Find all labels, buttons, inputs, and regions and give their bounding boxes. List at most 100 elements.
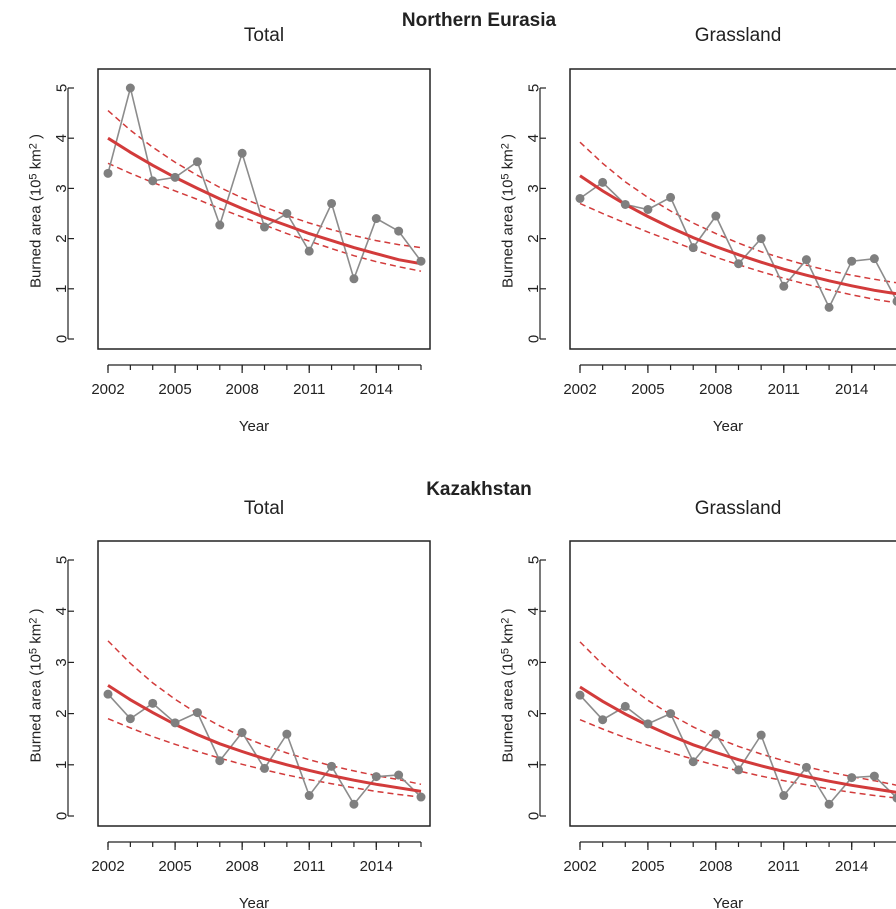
y-axis-label-part: ) bbox=[27, 609, 44, 618]
y-tick-label: 3 bbox=[53, 184, 70, 192]
observed-point bbox=[125, 83, 135, 93]
observed-point bbox=[192, 708, 202, 718]
observed-point bbox=[215, 220, 225, 230]
panel-title: Total bbox=[244, 25, 284, 46]
observed-point bbox=[170, 172, 180, 182]
observed-point bbox=[349, 274, 359, 284]
y-tick-label: 5 bbox=[525, 556, 542, 564]
fit-line bbox=[107, 136, 422, 266]
x-tick-label: 2005 bbox=[631, 858, 664, 875]
observed-point bbox=[282, 209, 292, 218]
x-tick-label: 2011 bbox=[293, 381, 325, 398]
fit-line bbox=[579, 685, 896, 794]
y-axis-label-part: km bbox=[499, 149, 516, 173]
x-tick-label: 2005 bbox=[158, 381, 191, 398]
observed-point bbox=[282, 729, 292, 739]
x-tick-label: 2005 bbox=[631, 381, 664, 398]
observed-point bbox=[327, 761, 337, 771]
y-axis-label-superscript: 5 bbox=[27, 648, 39, 654]
observed-point bbox=[394, 226, 404, 236]
series-group bbox=[575, 641, 896, 809]
y-axis-label: Burned area (105 km2 ) bbox=[499, 134, 516, 288]
series-group bbox=[575, 141, 896, 312]
observed-point bbox=[734, 259, 743, 269]
observed-point bbox=[371, 772, 381, 782]
x-axis-label: Year bbox=[713, 895, 743, 909]
observed-point bbox=[688, 757, 698, 767]
observed-point bbox=[711, 211, 721, 221]
y-axis-label-part: Burned area (10 bbox=[499, 654, 516, 762]
y-tick-label: 0 bbox=[53, 812, 70, 820]
y-tick-label: 0 bbox=[525, 812, 542, 820]
fit-line bbox=[579, 174, 896, 296]
observed-point bbox=[779, 281, 789, 291]
observed-point bbox=[598, 715, 608, 725]
observed-point bbox=[170, 718, 180, 728]
x-tick-label: 2002 bbox=[91, 858, 124, 875]
x-tick-label: 2014 bbox=[360, 381, 393, 398]
observed-point bbox=[192, 157, 202, 167]
x-tick-label: 2008 bbox=[225, 858, 258, 875]
observed-point bbox=[575, 193, 585, 203]
y-tick-label: 1 bbox=[53, 761, 70, 769]
y-tick-label: 2 bbox=[525, 234, 542, 242]
plot-frame bbox=[97, 68, 431, 350]
y-axis-label-superscript: 5 bbox=[499, 173, 511, 179]
y-tick-label: 2 bbox=[53, 234, 70, 242]
y-axis-label-part: km bbox=[27, 624, 44, 648]
observed-point bbox=[416, 256, 426, 266]
panel-title: Grassland bbox=[695, 25, 782, 46]
y-tick-label: 5 bbox=[525, 84, 542, 92]
y-tick-label: 1 bbox=[525, 285, 542, 293]
x-tick-label: 2002 bbox=[563, 858, 596, 875]
chart-panel-ne-grassland: Grassland 0 1 2 3 4 5 2002 2005 2008 2011 2014 Year B… bbox=[499, 25, 896, 435]
y-tick-label: 4 bbox=[525, 607, 542, 615]
y-axis-label-part: Burned area (10 bbox=[499, 180, 516, 288]
observed-point bbox=[148, 176, 158, 186]
observed-point bbox=[666, 709, 676, 719]
observed-point bbox=[260, 763, 269, 773]
y-axis-label-superscript: 2 bbox=[499, 618, 511, 624]
observed-point bbox=[237, 728, 247, 738]
observed-point bbox=[666, 192, 676, 202]
chart-panel-kz-total: Total 0 1 2 3 4 5 2002 2005 2008 2011 2014 Year Burne… bbox=[27, 498, 431, 909]
observed-point bbox=[371, 214, 381, 224]
observed-point bbox=[847, 773, 857, 783]
panel-title: Total bbox=[244, 498, 284, 519]
observed-point bbox=[304, 791, 314, 801]
observed-point bbox=[824, 302, 834, 312]
y-axis-label: Burned area (105 km2 ) bbox=[499, 609, 516, 763]
y-axis-label-part: ) bbox=[27, 134, 44, 143]
x-tick-label: 2008 bbox=[699, 858, 732, 875]
y-tick-label: 2 bbox=[53, 709, 70, 717]
y-axis-label-superscript: 2 bbox=[499, 143, 511, 149]
observed-line bbox=[107, 693, 422, 806]
y-axis-label: Burned area (105 km2 ) bbox=[27, 609, 44, 763]
chart-panel-kz-grassland: Grassland 0 1 2 3 4 5 2002 2005 2008 2011 2014 Year B… bbox=[499, 498, 896, 909]
observed-point bbox=[620, 199, 630, 209]
y-axis-label-part: km bbox=[499, 624, 516, 648]
y-tick-label: 0 bbox=[525, 335, 542, 343]
chart-panel-ne-total: Total 0 1 2 3 4 5 2002 2005 2008 2011 2014 Year Burne… bbox=[27, 25, 431, 435]
section-title-kazakhstan: Kazakhstan bbox=[426, 479, 532, 500]
y-axis-label-superscript: 5 bbox=[27, 173, 39, 179]
y-axis-label: Burned area (105 km2 ) bbox=[27, 134, 44, 288]
y-tick-label: 5 bbox=[53, 556, 70, 564]
ci-upper-line bbox=[107, 640, 422, 786]
observed-point bbox=[756, 730, 766, 740]
y-axis-label-part: ) bbox=[499, 609, 516, 618]
observed-point bbox=[575, 690, 585, 700]
panel-title: Grassland bbox=[695, 498, 782, 519]
observed-point bbox=[869, 254, 879, 264]
observed-point bbox=[801, 255, 811, 265]
x-tick-label: 2011 bbox=[768, 381, 800, 398]
x-tick-label: 2014 bbox=[835, 858, 868, 875]
observed-point bbox=[779, 791, 789, 801]
y-tick-label: 5 bbox=[53, 84, 70, 92]
observed-point bbox=[734, 765, 743, 775]
observed-point bbox=[892, 296, 896, 306]
ci-lower-line bbox=[579, 719, 896, 799]
observed-point bbox=[847, 256, 857, 266]
y-axis-label-part: ) bbox=[499, 134, 516, 143]
